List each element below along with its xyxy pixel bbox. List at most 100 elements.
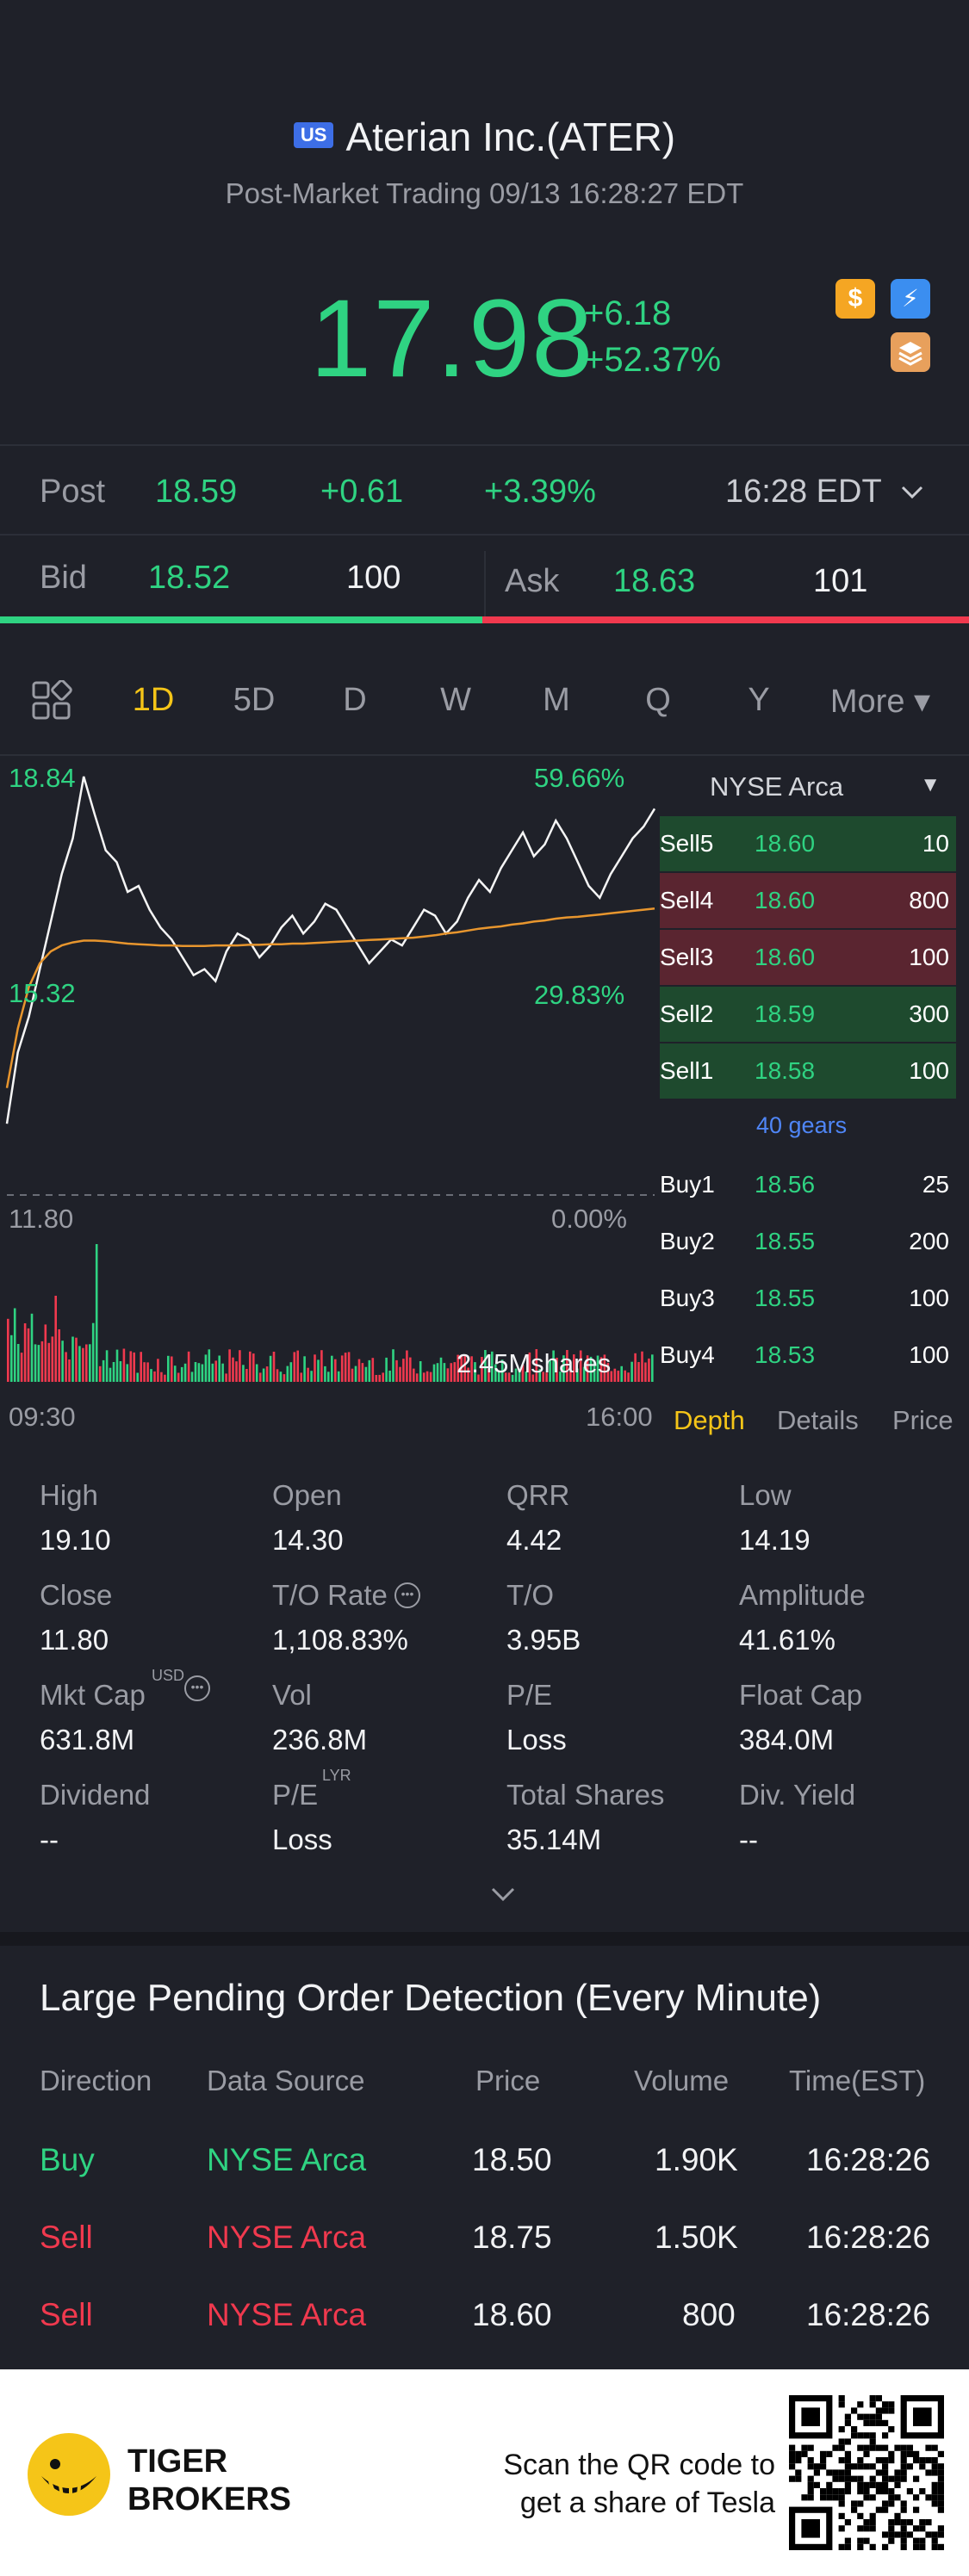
volume-bar	[542, 1372, 544, 1382]
lightning-icon[interactable]: ⚡	[891, 279, 930, 319]
tab-details[interactable]: Details	[777, 1405, 859, 1435]
sell-qty: 10	[922, 830, 949, 857]
volume-bar	[630, 1361, 633, 1382]
buy-row[interactable]: Buy4 18.53 100	[660, 1328, 956, 1383]
sell-row[interactable]: Sell1 18.58 100	[660, 1043, 956, 1099]
gears-link[interactable]: 40 gears	[756, 1112, 848, 1138]
expand-stats-button[interactable]	[488, 1884, 519, 1909]
exchange-selector[interactable]: NYSE Arca ▼	[660, 763, 956, 814]
volume-bar	[634, 1353, 637, 1382]
sell-level: Sell1	[660, 1057, 714, 1084]
buy-qty: 200	[909, 1228, 949, 1254]
volume-bar	[443, 1363, 446, 1382]
intraday-chart[interactable]	[0, 758, 660, 1429]
volume-bar	[262, 1368, 265, 1382]
tiger-logo-icon	[28, 2433, 110, 2516]
chart-layout-icon[interactable]	[31, 679, 72, 726]
volume-bar	[624, 1370, 626, 1382]
volume-bar	[78, 1346, 81, 1382]
volume-bar	[324, 1365, 326, 1382]
buy-level: Buy2	[660, 1228, 715, 1254]
stat-value: 631.8M	[40, 1724, 135, 1756]
volume-bar	[164, 1374, 166, 1382]
price-change-pct: +52.37%	[584, 341, 722, 379]
sell-row[interactable]: Sell4 18.60 800	[660, 873, 956, 928]
volume-bar	[606, 1362, 610, 1382]
brand-line2: BROKERS	[127, 2481, 292, 2517]
tab-price[interactable]: Price	[892, 1405, 953, 1435]
stat-label: High	[40, 1479, 98, 1511]
divider	[0, 754, 969, 756]
tab-1d[interactable]: 1D	[132, 682, 175, 718]
sell-row[interactable]: Sell5 18.60 10	[660, 816, 956, 871]
volume-bar	[514, 1368, 518, 1382]
buy-row[interactable]: Buy2 18.55 200	[660, 1214, 956, 1269]
promo-footer: TIGER BROKERS Scan the QR code to get a …	[0, 2369, 969, 2576]
volume-bar	[579, 1350, 582, 1382]
promo-line1: Scan the QR code to	[503, 2449, 775, 2481]
chart-mid-pct: 29.83%	[534, 980, 625, 1010]
sell-qty: 100	[909, 944, 949, 970]
row-price: 18.50	[472, 2142, 552, 2177]
volume-bar	[409, 1357, 412, 1382]
volume-bar	[378, 1374, 381, 1382]
layers-icon[interactable]	[891, 332, 930, 372]
sell-row[interactable]: Sell3 18.60 100	[660, 930, 956, 985]
more-info-icon[interactable]: •••	[394, 1582, 420, 1608]
tab-w[interactable]: W	[440, 682, 471, 718]
volume-bar	[494, 1364, 497, 1382]
volume-bar	[425, 1371, 429, 1382]
volume-bar	[140, 1352, 142, 1382]
tab-depth[interactable]: Depth	[674, 1405, 745, 1435]
volume-bar	[218, 1355, 221, 1382]
tab-y[interactable]: Y	[748, 682, 770, 718]
row-volume: 1.50K	[655, 2220, 738, 2255]
qr-code-icon[interactable]	[789, 2395, 944, 2550]
volume-bar	[23, 1323, 27, 1382]
volume-label: 2.45Mshares	[457, 1348, 612, 1378]
volume-bar	[40, 1341, 44, 1382]
buy-row[interactable]: Buy1 18.56 25	[660, 1157, 956, 1212]
price-change: +6.18	[584, 294, 672, 332]
price-line-path	[5, 776, 656, 1124]
volume-bar	[327, 1372, 330, 1382]
tab-more[interactable]: More ▾	[829, 684, 931, 720]
stat-value: 3.95B	[506, 1624, 581, 1656]
volume-bar	[457, 1354, 459, 1382]
volume-bar	[596, 1355, 599, 1382]
volume-bar	[320, 1350, 323, 1382]
bid-strength-bar	[0, 616, 482, 623]
volume-bar	[214, 1360, 217, 1382]
volume-bar	[477, 1374, 480, 1382]
bid-price: 18.52	[148, 560, 231, 596]
volume-bar	[252, 1353, 255, 1382]
stat-label: P/E	[506, 1679, 553, 1711]
volume-bar	[371, 1358, 375, 1382]
volume-bar	[27, 1328, 30, 1382]
post-time-selector[interactable]: 16:28 EDT	[725, 474, 925, 511]
volume-bar	[143, 1362, 146, 1382]
volume-bar	[354, 1365, 357, 1382]
volume-bar	[153, 1371, 156, 1382]
volume-bar	[521, 1365, 525, 1382]
volume-bar	[129, 1351, 133, 1382]
tab-d[interactable]: D	[343, 682, 367, 718]
tab-q[interactable]: Q	[645, 682, 671, 718]
post-change-pct: +3.39%	[484, 474, 596, 510]
volume-bar	[474, 1362, 476, 1382]
volume-bar	[47, 1342, 51, 1382]
volume-bar	[115, 1349, 119, 1382]
volume-bar	[566, 1350, 568, 1382]
more-info-icon[interactable]: •••	[184, 1675, 210, 1701]
sell-row[interactable]: Sell2 18.59 300	[660, 987, 956, 1042]
volume-bar	[269, 1355, 272, 1382]
tab-5d[interactable]: 5D	[233, 682, 276, 718]
buy-row[interactable]: Buy3 18.55 100	[660, 1271, 956, 1326]
buy-price: 18.56	[755, 1171, 816, 1198]
ask-price: 18.63	[613, 563, 696, 599]
col-price: Price	[475, 2065, 541, 2096]
volume-bar	[68, 1359, 71, 1382]
dollar-icon[interactable]: $	[835, 279, 875, 319]
stat-label: Total Shares	[506, 1779, 665, 1811]
tab-m[interactable]: M	[543, 682, 570, 718]
